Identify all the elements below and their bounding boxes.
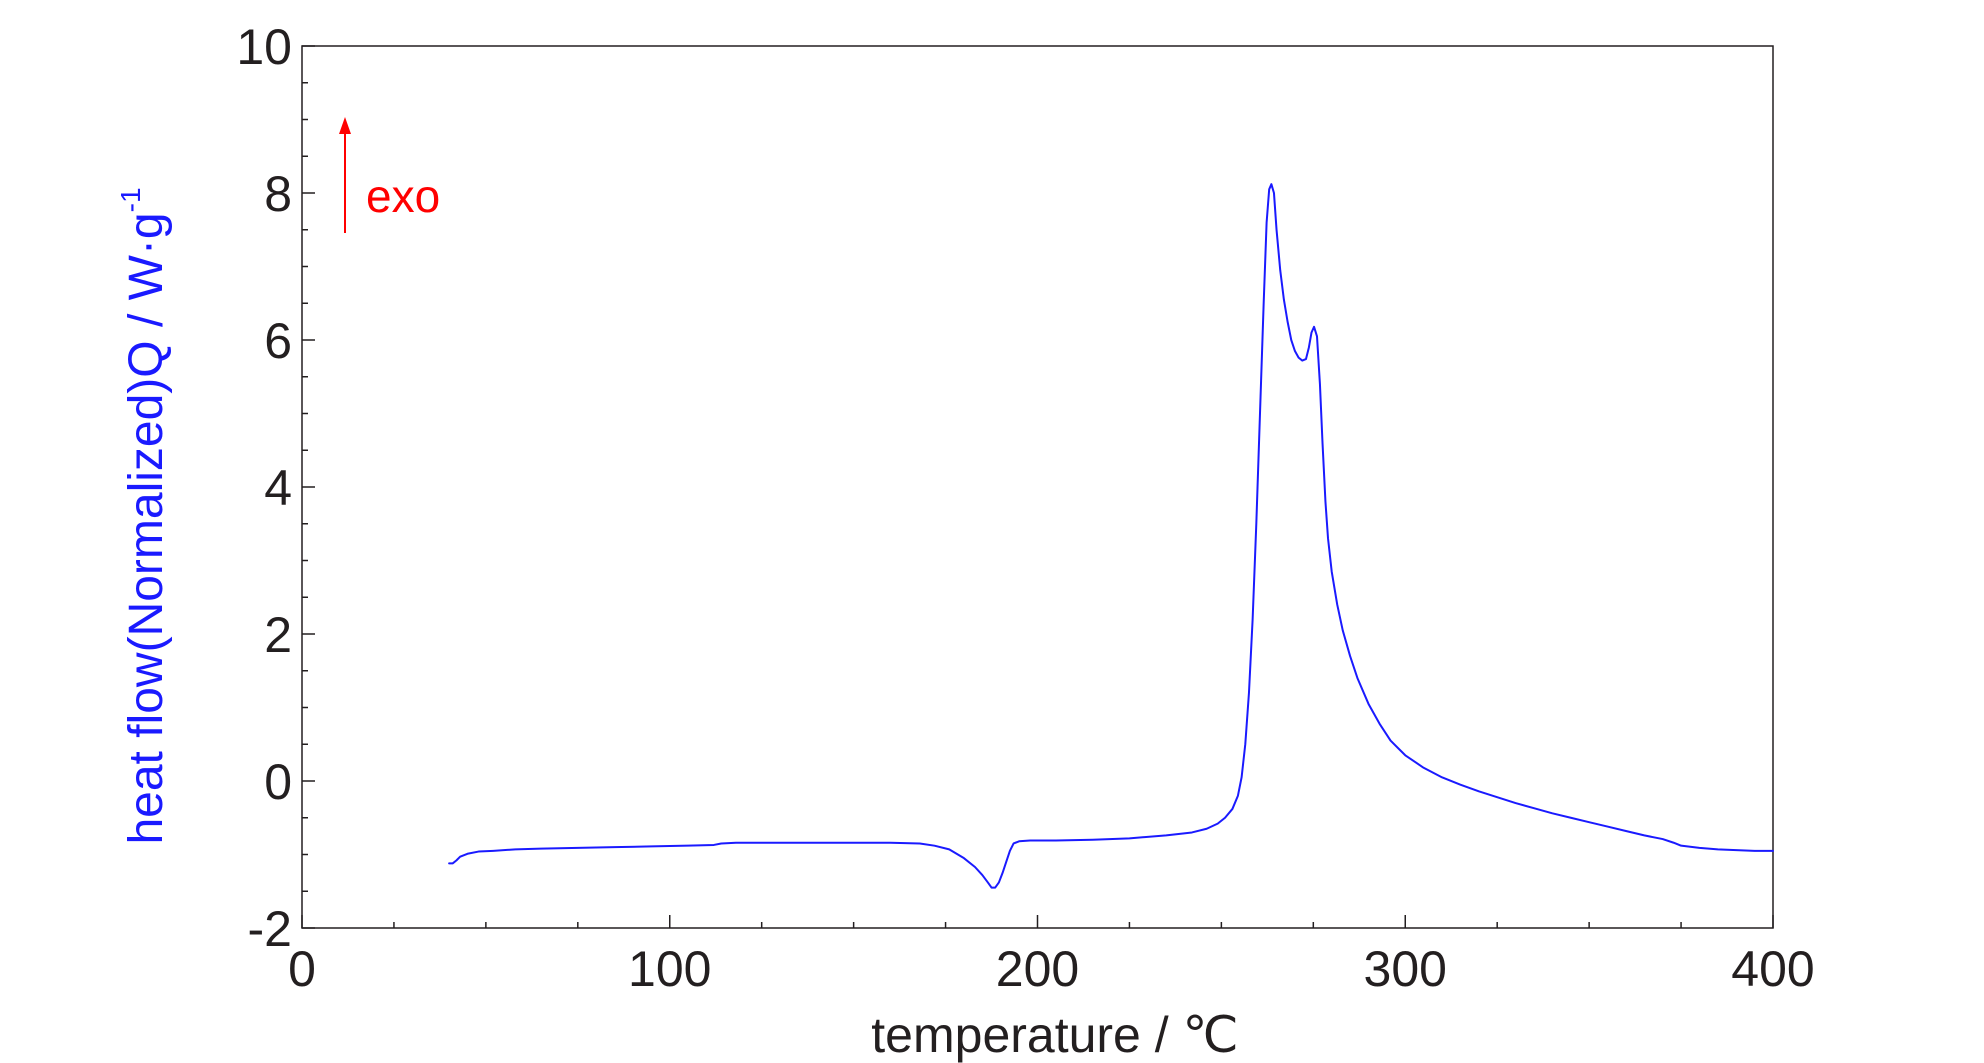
y-tick-label: 8 [264, 166, 292, 222]
y-tick-label: 0 [264, 754, 292, 810]
y-axis-title-main: heat flow(Normalized)Q / W·g [120, 212, 173, 844]
y-axis-title: heat flow(Normalized)Q / W·g-1 [115, 187, 173, 844]
exo-label: exo [366, 170, 440, 222]
exo-arrow-head [339, 117, 351, 134]
plot-area [301, 45, 1774, 929]
x-tick-label: 200 [996, 941, 1079, 997]
exo-annotation: exo [339, 117, 440, 233]
plot-frame [301, 45, 1774, 929]
x-tick-label: 0 [288, 941, 316, 997]
x-tick-label: 300 [1364, 941, 1447, 997]
x-tick-label: 100 [628, 941, 711, 997]
x-axis-title: temperature / ℃ [871, 1007, 1238, 1063]
y-tick-label: 10 [236, 19, 292, 75]
y-axis-title-sup: -1 [115, 187, 146, 212]
series-line [448, 183, 1774, 889]
data-layer [448, 183, 1774, 889]
x-tick-label: 400 [1731, 941, 1814, 997]
y-tick-label: 2 [264, 607, 292, 663]
y-tick-label: -2 [248, 901, 292, 957]
y-tick-label: 4 [264, 460, 292, 516]
axis-ticks [301, 45, 1774, 929]
y-tick-label: 6 [264, 313, 292, 369]
svg-text:heat flow(Normalized)Q / W·g-1: heat flow(Normalized)Q / W·g-1 [115, 187, 173, 844]
